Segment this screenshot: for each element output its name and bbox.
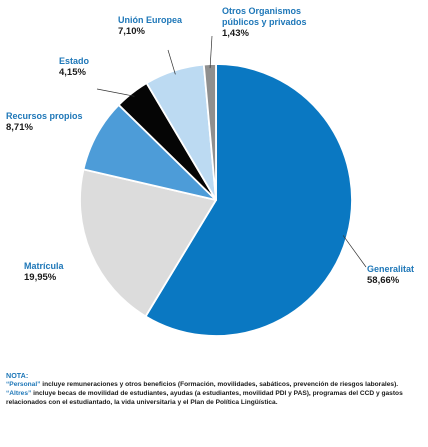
slice-label: Otros Organismos: [222, 6, 301, 16]
slice-value-label: 1,43%: [222, 28, 249, 39]
slice-value-label: 7,10%: [118, 26, 145, 37]
pie-slice-generalitat: [144, 63, 353, 337]
slice-value-label: 4,15%: [59, 67, 86, 78]
slice-value-label: 8,71%: [6, 122, 33, 133]
note-text: incluye remuneraciones y otros beneficio…: [40, 381, 399, 388]
note-item-altres: “Altres” incluye becas de movilidad de e…: [6, 389, 422, 407]
slice-label: Generalitat: [367, 264, 414, 274]
leader-line: [342, 235, 367, 268]
slice-label: públicos y privados: [222, 17, 307, 27]
pie-slice-otros-organismos-públicos-y-privados: [202, 63, 217, 201]
slice-value-label: 19,95%: [24, 272, 57, 283]
leader-line: [209, 35, 213, 69]
pie-slice-matrícula: [79, 168, 217, 318]
slice-label: Recursos propios: [6, 111, 83, 121]
note-term: “Personal”: [6, 381, 41, 388]
slice-label: Estado: [59, 56, 90, 66]
note-title: NOTA:: [6, 371, 29, 380]
leader-line: [167, 49, 176, 75]
footnote: NOTA: “Personal” incluye remuneraciones …: [6, 371, 422, 407]
slice-value-label: 58,66%: [367, 275, 400, 286]
leader-line: [96, 88, 135, 97]
note-text: incluye becas de movilidad de estudiante…: [6, 390, 403, 406]
note-item-personal: “Personal” incluye remuneraciones y otro…: [6, 380, 422, 389]
slice-label: Unión Europea: [118, 15, 183, 25]
note-term: “Altres”: [6, 390, 32, 397]
slice-label: Matrícula: [24, 261, 65, 271]
pie-slices: [79, 63, 353, 337]
leader-lines: [96, 35, 367, 268]
